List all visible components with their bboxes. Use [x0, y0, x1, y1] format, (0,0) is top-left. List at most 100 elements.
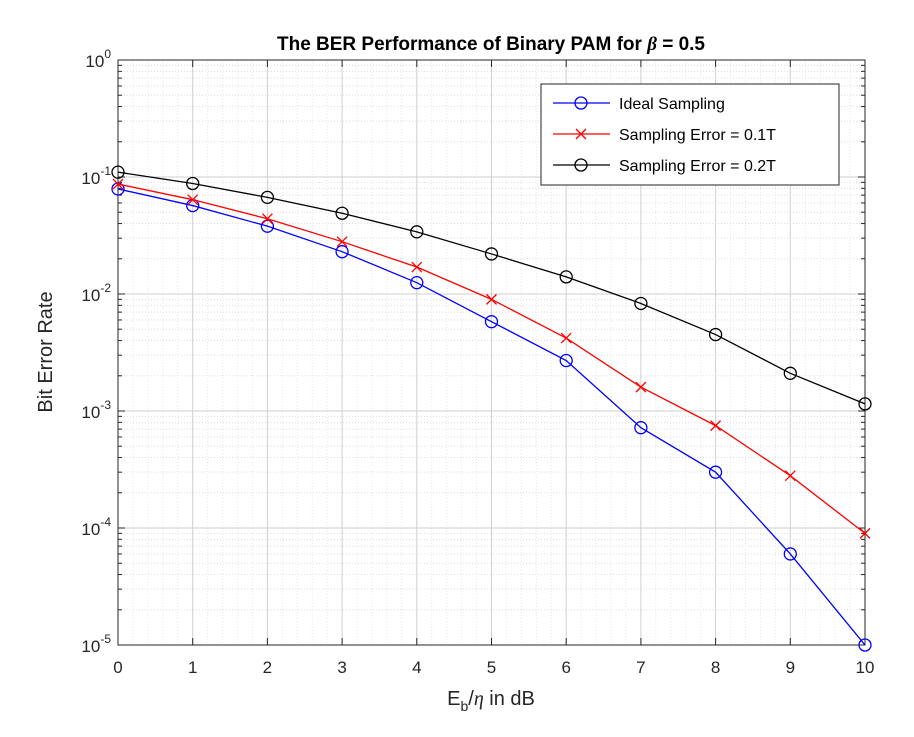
- data-point-marker-circle: [335, 245, 349, 259]
- data-point-marker-circle: [708, 327, 723, 342]
- marker-stroke: [187, 194, 199, 206]
- y-tick-label-base: 10: [81, 403, 100, 422]
- x-tick-label: 4: [412, 658, 421, 677]
- marker-stroke: [560, 332, 572, 344]
- y-tick-label: 10-4: [81, 515, 111, 539]
- x-tick-label: 0: [113, 658, 122, 677]
- data-point-marker-circle: [484, 315, 499, 329]
- data-point-marker-circle: [335, 206, 349, 220]
- legend-entry: Ideal Sampling: [553, 96, 725, 113]
- data-point-marker-circle: [708, 465, 723, 479]
- y-tick-label-exponent: -5: [100, 632, 111, 646]
- y-tick-label-base: 10: [81, 169, 100, 188]
- chart-title-beta: β: [646, 34, 657, 55]
- marker-stroke: [635, 381, 647, 393]
- x-tick-label: 7: [636, 658, 645, 677]
- data-point-marker-circle: [410, 276, 424, 290]
- data-point-marker-circle: [186, 176, 200, 191]
- chart-title: The BER Performance of Binary PAM for β …: [277, 34, 705, 55]
- y-tick-label: 10-3: [81, 398, 111, 422]
- legend-entry: Sampling Error = 0.1T: [553, 127, 776, 144]
- y-tick-label: 100: [85, 47, 111, 71]
- x-tick-labels: 0 1 2 3 4 5 6 7 8 9 10: [113, 658, 874, 677]
- data-point-marker-x: [635, 381, 647, 393]
- data-point-marker-circle: [410, 225, 424, 239]
- series-line: [117, 188, 866, 646]
- data-point-marker-x: [710, 420, 722, 432]
- data-point-marker-circle: [634, 296, 648, 311]
- marker-stroke: [575, 128, 587, 140]
- x-tick-label: 5: [487, 658, 496, 677]
- legend-label: Sampling Error = 0.1T: [619, 127, 776, 144]
- data-point-marker-x: [560, 332, 572, 344]
- x-tick-label: 10: [856, 658, 875, 677]
- y-axis-label: Bit Error Rate: [35, 291, 57, 412]
- x-axis-label-unit: in dB: [484, 688, 535, 710]
- y-tick-label: 10-1: [81, 164, 111, 188]
- y-tick-label: 10-2: [81, 281, 111, 305]
- series-line: [117, 171, 866, 405]
- data-point-marker-circle: [783, 547, 797, 561]
- data-point-marker-circle: [260, 190, 275, 204]
- y-tick-label-base: 10: [81, 520, 100, 539]
- x-tick-label: 9: [786, 658, 795, 677]
- y-tick-label-exponent: -3: [100, 398, 111, 412]
- data-point-marker-circle: [634, 421, 648, 435]
- x-tick-label: 8: [711, 658, 720, 677]
- y-tick-label-base: 10: [81, 637, 100, 656]
- marker-stroke: [411, 261, 423, 273]
- data-point-marker-x: [187, 194, 199, 206]
- marker-stroke: [710, 420, 722, 432]
- marker-stroke: [336, 236, 348, 248]
- series-3: [111, 165, 872, 411]
- legend-entry: Sampling Error = 0.2T: [553, 158, 776, 175]
- data-point-marker-x: [859, 527, 871, 539]
- data-point-marker-circle: [574, 96, 588, 110]
- x-tick-label: 1: [188, 658, 197, 677]
- series-2: [112, 178, 871, 539]
- chart-title-value: = 0.5: [657, 34, 705, 55]
- data-point-marker-circle: [111, 182, 125, 196]
- x-tick-label: 3: [337, 658, 346, 677]
- y-tick-label-base: 10: [85, 52, 104, 71]
- data-point-marker-circle: [574, 158, 588, 172]
- y-tick-label-exponent: 0: [104, 47, 111, 61]
- x-axis-label: Eb/η in dB: [447, 688, 535, 714]
- data-point-marker-x: [261, 213, 273, 225]
- x-axis-label-e: E: [447, 688, 460, 710]
- marker-stroke: [261, 213, 273, 225]
- data-point-marker-circle: [858, 397, 872, 411]
- data-point-marker-circle: [559, 270, 573, 284]
- data-point-marker-x: [486, 293, 497, 305]
- x-tick-label: 6: [561, 658, 570, 677]
- data-point-marker-x: [575, 128, 587, 140]
- axis-ticks: [117, 59, 866, 646]
- data-point-marker-circle: [559, 353, 573, 368]
- y-tick-label-exponent: -2: [100, 281, 111, 295]
- marker-stroke: [486, 293, 497, 305]
- marker-stroke: [859, 527, 871, 539]
- x-axis-label-sub: b: [460, 698, 468, 714]
- data-point-marker-x: [112, 178, 124, 190]
- data-point-marker-circle: [111, 165, 125, 179]
- marker-stroke: [112, 178, 124, 190]
- data-point-marker-x: [784, 470, 796, 482]
- marker-stroke: [784, 470, 796, 482]
- y-tick-label: 10-5: [81, 632, 111, 656]
- data-point-marker-circle: [260, 219, 275, 233]
- x-axis-label-slash: /: [468, 688, 474, 710]
- data-point-marker-x: [336, 236, 348, 248]
- data-point-marker-circle: [783, 366, 797, 380]
- data-point-marker-x: [411, 261, 423, 273]
- chart-title-text: The BER Performance of Binary PAM for: [277, 34, 647, 55]
- x-axis-label-eta: η: [474, 688, 484, 710]
- legend-label: Sampling Error = 0.2T: [619, 158, 776, 175]
- y-tick-label-base: 10: [81, 286, 100, 305]
- y-tick-label-exponent: -1: [100, 164, 111, 178]
- x-tick-label: 2: [263, 658, 272, 677]
- data-point-marker-circle: [484, 247, 499, 261]
- legend: Ideal Sampling Sampling Error = 0.1T Sampl…: [540, 83, 840, 186]
- y-tick-label-exponent: -4: [100, 515, 111, 529]
